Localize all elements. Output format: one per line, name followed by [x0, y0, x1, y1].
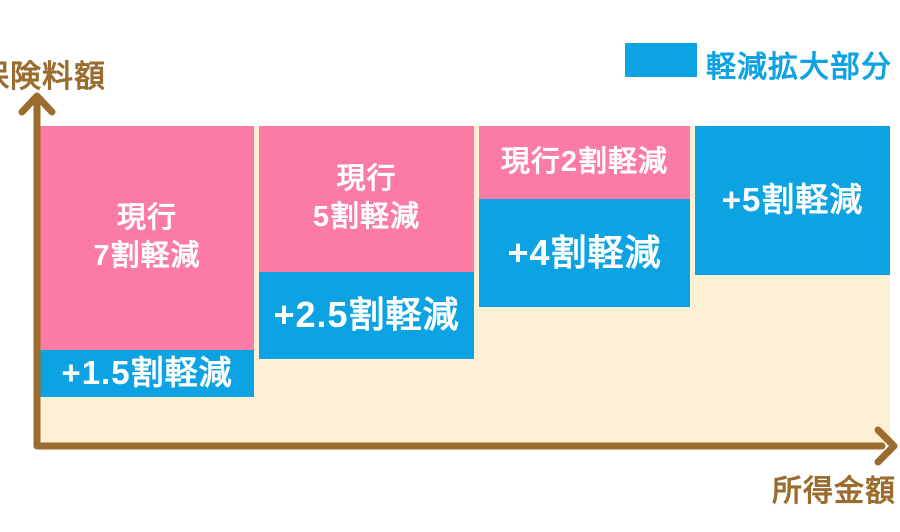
block-label-line: 7割軽減 — [93, 240, 201, 272]
current-reduction-block-3: 現行2割軽減 — [479, 126, 690, 199]
block-label-line: 現行2割軽減 — [500, 145, 669, 178]
block-label-line: +5割軽減 — [721, 181, 864, 219]
current-reduction-block-1: 現行 7割軽減 — [40, 126, 254, 350]
block-label-line: 5割軽減 — [312, 201, 421, 233]
block-label-line: 現行 — [336, 163, 397, 196]
block-label-line: +2.5割軽減 — [273, 294, 460, 336]
axis-lines — [33, 98, 886, 450]
current-reduction-block-2: 現行 5割軽減 — [259, 126, 474, 272]
expanded-reduction-block-2: +2.5割軽減 — [259, 272, 474, 359]
expanded-reduction-block-4: +5割軽減 — [695, 126, 890, 275]
y-axis-label: 保険料額 — [0, 59, 106, 94]
expanded-reduction-block-1: +1.5割軽減 — [40, 350, 254, 397]
x-axis-label: 所得金額 — [772, 475, 896, 508]
y-axis-arrowhead-icon — [18, 92, 56, 116]
block-label-line: +4割軽減 — [507, 231, 662, 273]
expanded-reduction-block-3: +4割軽減 — [479, 199, 690, 307]
block-label-line: +1.5割軽減 — [61, 354, 233, 392]
block-label-line: 現行 — [116, 202, 177, 235]
legend-label: 軽減拡大部分 — [706, 51, 892, 84]
legend-swatch — [625, 43, 697, 77]
x-axis-arrowhead-icon — [874, 426, 898, 466]
